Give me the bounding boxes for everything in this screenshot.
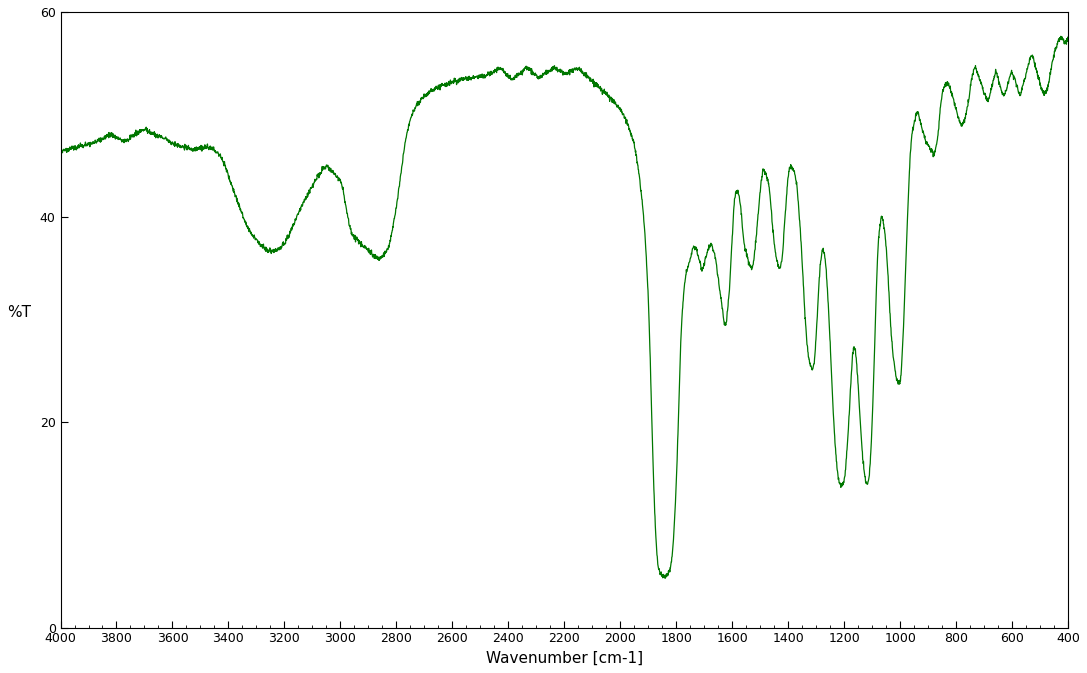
X-axis label: Wavenumber [cm-1]: Wavenumber [cm-1]: [486, 651, 642, 666]
Y-axis label: %T: %T: [7, 305, 30, 320]
